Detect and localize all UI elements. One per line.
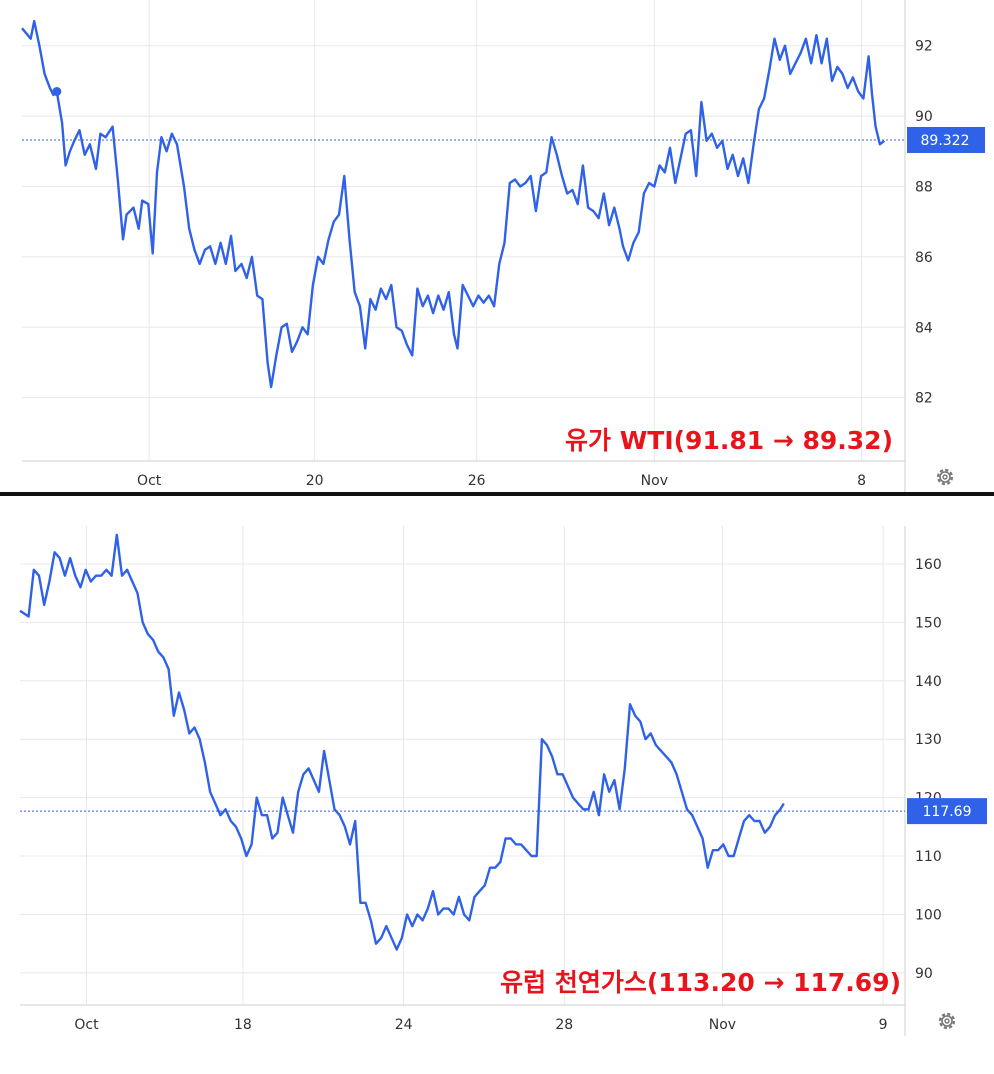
x-gridlines: [86, 526, 884, 1005]
wti-price-series: [21, 19, 886, 389]
x-tick-labels: Oct 20 26 Nov 8: [137, 473, 866, 489]
y-tick-label: 92: [915, 39, 933, 55]
x-gridlines: [148, 0, 863, 461]
y-tick-label: 90: [915, 109, 933, 125]
x-tick-label: 24: [395, 1017, 413, 1033]
last-value-label: 117.69: [923, 804, 972, 820]
y-tick-label: 90: [915, 966, 933, 982]
y-gridlines: [20, 563, 905, 974]
y-tick-label: 150: [915, 615, 942, 631]
y-tick-label: 110: [915, 849, 942, 865]
y-tick-label: 100: [915, 907, 942, 923]
y-tick-label: 86: [915, 250, 933, 266]
y-tick-label: 130: [915, 732, 942, 748]
last-value-badge: 117.69: [907, 798, 987, 825]
x-tick-label: 20: [306, 473, 324, 489]
x-tick-label: 26: [468, 473, 486, 489]
last-value-label: 89.322: [921, 133, 970, 149]
y-tick-labels: 90100110120130140150160: [915, 557, 942, 982]
y-gridlines: [22, 45, 905, 399]
y-tick-labels: 82 84 86 88 90 92: [915, 39, 933, 407]
y-tick-label: 84: [915, 320, 933, 336]
x-tick-label: Oct: [137, 473, 162, 489]
x-tick-label: 18: [234, 1017, 252, 1033]
settings-gear-icon[interactable]: [938, 1012, 956, 1030]
x-tick-labels: Oct 18 24 28 Nov 9: [74, 1017, 887, 1033]
y-tick-label: 82: [915, 391, 933, 407]
settings-gear-icon[interactable]: [936, 468, 954, 486]
wti-oil-chart: 82 84 86 88 90 92 Oct 20 26 Nov 8 89.322 유가 WTI(9…: [21, 0, 985, 492]
chart-annotation: 유럽 천연가스(113.20 → 117.69): [500, 968, 901, 997]
y-tick-label: 140: [915, 674, 942, 690]
chart-divider: [0, 492, 994, 496]
x-tick-label: Nov: [709, 1017, 736, 1033]
last-value-badge: 89.322: [907, 126, 985, 153]
x-tick-label: 9: [879, 1017, 888, 1033]
y-tick-label: 160: [915, 557, 942, 573]
x-tick-label: 28: [555, 1017, 573, 1033]
x-tick-label: 8: [857, 473, 866, 489]
y-tick-label: 88: [915, 180, 933, 196]
series-start-marker: [52, 86, 62, 96]
x-tick-label: Oct: [74, 1017, 99, 1033]
gas-price-series: [19, 533, 785, 951]
chart-annotation: 유가 WTI(91.81 → 89.32): [565, 426, 893, 455]
x-tick-label: Nov: [641, 473, 668, 489]
